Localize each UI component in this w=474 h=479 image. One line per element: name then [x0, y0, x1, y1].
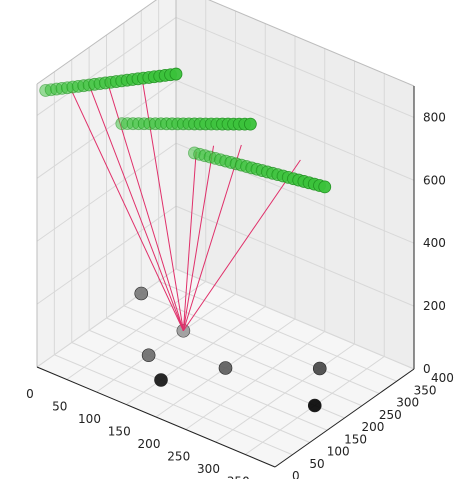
ground-point [307, 398, 322, 413]
ray-line [71, 90, 184, 331]
back-grid-z [175, 205, 415, 307]
axis-panes [37, 0, 414, 467]
z-tick-label: 800 [423, 110, 446, 124]
z-tick-labels: 0 200 400 600 800 [423, 110, 446, 376]
ground-point [154, 373, 168, 387]
x-axis-line [36, 366, 276, 468]
top-back-edge [208, 0, 415, 87]
ground-points [134, 286, 327, 413]
z-tick-label: 400 [423, 236, 446, 250]
ray-line [140, 73, 184, 331]
x-tick-label: 100 [78, 412, 101, 426]
floor-grid-y [123, 305, 363, 407]
y-tick-label: 250 [379, 408, 402, 422]
ground-point [134, 286, 149, 301]
floor-grid-y [158, 280, 397, 382]
y-tick-label: 350 [414, 383, 437, 397]
z-tick-label: 0 [423, 362, 431, 376]
ground-point [141, 348, 156, 363]
x-tick-label: 250 [167, 450, 190, 464]
x-tick-label: 200 [138, 437, 161, 451]
ground-point [312, 361, 327, 376]
floor-grid-y [88, 329, 328, 431]
y-tick-label: 0 [292, 469, 300, 479]
x-tick-label: 0 [26, 387, 34, 401]
y-tick-label: 150 [344, 432, 367, 446]
z-tick-label: 200 [423, 299, 446, 313]
ray-line [182, 145, 215, 331]
left-grid-z [36, 17, 177, 116]
y-tick-label: 200 [362, 420, 385, 434]
ray-line [182, 144, 242, 331]
floor-grid-y [141, 293, 380, 394]
trajectory-point [169, 67, 183, 81]
x-tick-label: 300 [197, 462, 220, 476]
trajectory-points [39, 67, 332, 194]
left-grid-z [36, 268, 177, 368]
left-grid-z [36, 142, 177, 242]
ray-line [182, 159, 301, 332]
y-tick-label: 300 [396, 396, 419, 410]
back-grid-z [175, 79, 415, 181]
back-grid-z [175, 16, 415, 118]
floor-grid-y [71, 342, 310, 443]
trajectory-point [243, 117, 257, 131]
ray-line [88, 84, 184, 331]
y-tick-label: 50 [309, 457, 324, 471]
ground-point [218, 361, 233, 375]
x-tick-label: 50 [52, 400, 67, 414]
ray-line [182, 151, 197, 331]
left-grid-z [36, 205, 177, 305]
y-tick-label: 100 [327, 445, 350, 459]
y-tick-label: 400 [431, 371, 454, 385]
x-tick-label: 350 [227, 475, 250, 479]
floor-grid-y [54, 354, 293, 456]
axis-lines [36, 0, 415, 468]
back-grid-z [175, 268, 415, 370]
x-tick-label: 150 [108, 425, 131, 439]
y-axis-line [274, 368, 415, 468]
z-tick-label: 600 [423, 173, 446, 187]
trajectory-point [318, 180, 332, 194]
top-left-edge [36, 0, 158, 85]
